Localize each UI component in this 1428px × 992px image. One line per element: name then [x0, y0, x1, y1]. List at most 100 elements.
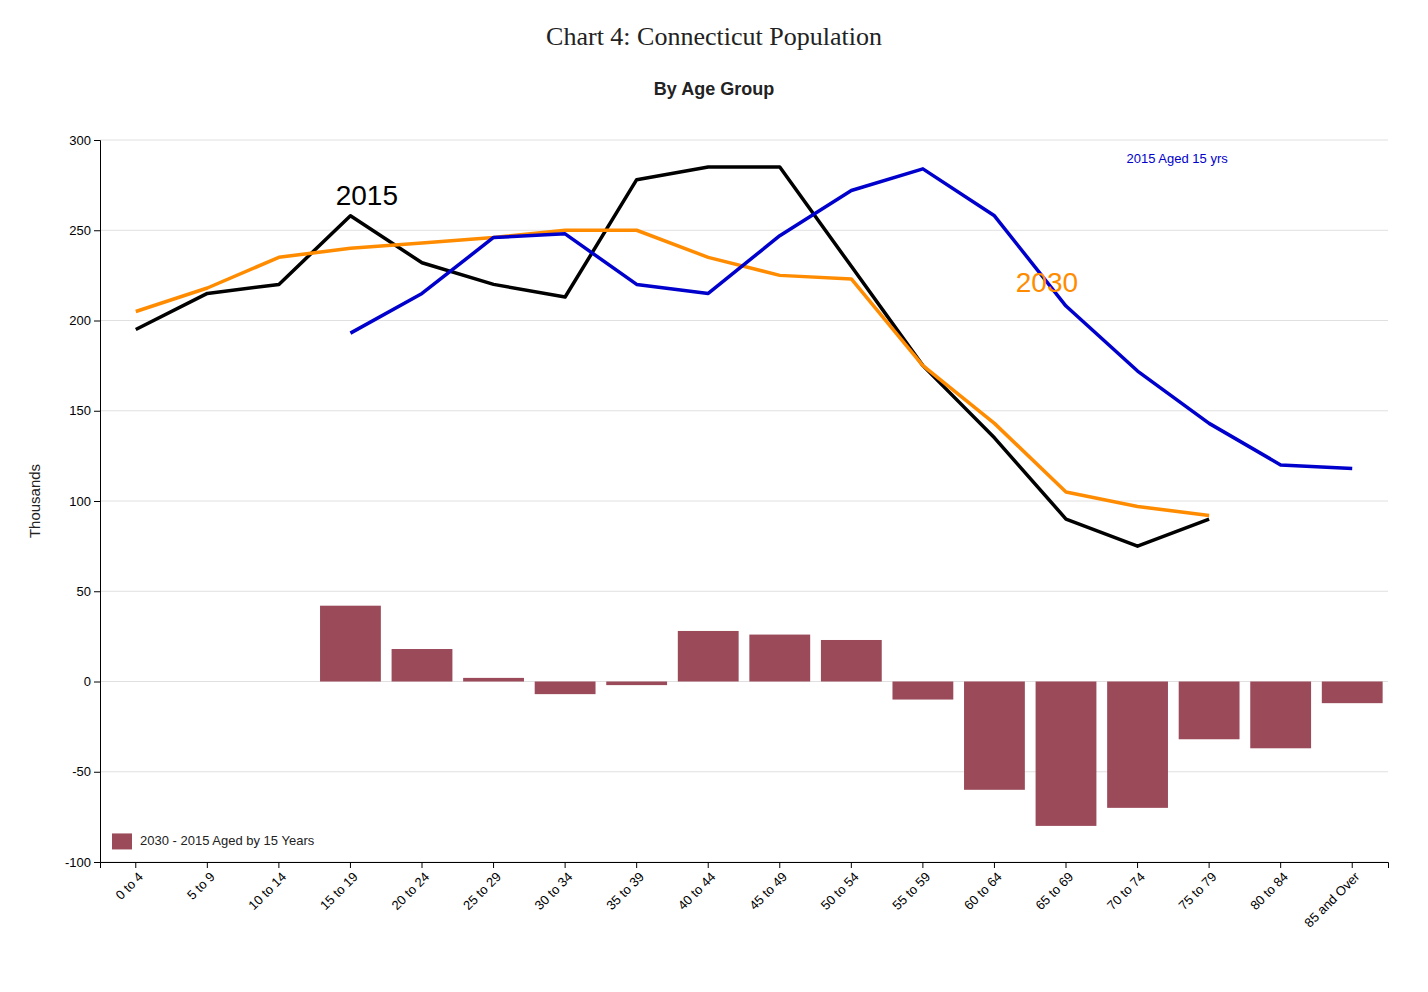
tick-label: -50 — [72, 764, 91, 779]
tick-label: 50 to 54 — [818, 869, 862, 913]
bar — [749, 635, 810, 682]
tick-mark — [94, 140, 100, 141]
grid-line — [100, 320, 1388, 321]
tick-label: 55 to 59 — [889, 869, 933, 913]
legend-swatch — [112, 833, 132, 849]
y-tick: 50 — [77, 584, 100, 599]
marks — [136, 167, 1383, 826]
legend: 2030 - 2015 Aged by 15 Years — [112, 833, 315, 850]
grid — [100, 140, 1388, 862]
tick-mark — [94, 591, 100, 592]
title: Chart 4: Connecticut Population — [546, 22, 882, 51]
tick-label: 80 to 84 — [1247, 869, 1291, 913]
bar — [535, 682, 596, 695]
y-tick: -100 — [65, 855, 100, 870]
bar — [1250, 682, 1311, 749]
tick-mark — [94, 230, 100, 231]
line-label: 2015 — [336, 180, 398, 211]
grid-line — [100, 501, 1388, 502]
tick-mark — [1137, 862, 1138, 868]
legend-label: 2030 - 2015 Aged by 15 Years — [140, 833, 315, 848]
tick-label: 60 to 64 — [961, 869, 1005, 913]
tick-label: 250 — [69, 223, 91, 238]
bar — [964, 682, 1025, 790]
x-tick: 60 to 64 — [961, 862, 1005, 913]
x-tick: 20 to 24 — [388, 862, 432, 913]
y-tick: 250 — [69, 223, 100, 238]
tick-label: 40 to 44 — [675, 869, 719, 913]
tick-label: 10 to 14 — [245, 869, 289, 913]
tick-mark — [636, 862, 637, 868]
bar — [1107, 682, 1168, 808]
grid-line — [100, 771, 1388, 772]
tick-mark — [94, 321, 100, 322]
tick-label: 85 and Over — [1301, 869, 1363, 931]
legend-item: 2030 - 2015 Aged by 15 Years — [112, 833, 315, 850]
line — [350, 169, 1352, 469]
tick-mark — [94, 501, 100, 502]
x-tick: 55 to 59 — [889, 862, 933, 913]
plot-area: -100 -50 0 50 100 150 200 250 300 0 to 4 5 to 9 10 … — [65, 133, 1389, 931]
tick-mark — [922, 862, 923, 868]
tick-mark — [207, 862, 208, 868]
tick-mark — [851, 862, 852, 868]
x-axis: 0 to 45 to 910 to 1415 to 1920 to 2425 t… — [101, 862, 1389, 930]
line-label: 2030 — [1016, 267, 1078, 298]
bar — [678, 631, 739, 682]
tick-label: 20 to 24 — [388, 869, 432, 913]
tick-label: 100 — [69, 494, 91, 509]
tick-label: 30 to 34 — [532, 869, 576, 913]
x-tick: 0 to 4 — [112, 862, 146, 903]
line-label: 2015 Aged 15 yrs — [1127, 151, 1229, 166]
tick-label: 0 — [84, 674, 91, 689]
x-tick: 5 to 9 — [184, 862, 218, 903]
x-tick: 10 to 14 — [245, 862, 289, 913]
tick-label: 70 to 74 — [1104, 869, 1148, 913]
x-tick: 35 to 39 — [603, 862, 647, 913]
y-tick: 300 — [69, 133, 100, 148]
bar — [320, 606, 381, 682]
x-tick: 45 to 49 — [746, 862, 790, 913]
y-tick: 150 — [69, 403, 100, 418]
y-tick: -50 — [72, 764, 100, 779]
bar — [1322, 682, 1383, 704]
tick-label: 75 to 79 — [1176, 869, 1220, 913]
grid-line — [100, 230, 1388, 231]
tick-label: 0 to 4 — [112, 869, 146, 903]
bar — [606, 682, 667, 686]
bar — [821, 640, 882, 682]
x-tick: 70 to 74 — [1104, 862, 1148, 913]
tick-mark — [94, 772, 100, 773]
grid-line — [100, 140, 1388, 141]
axis-line — [101, 863, 1389, 869]
bar — [1036, 682, 1097, 826]
line — [136, 167, 1209, 546]
x-tick: 85 and Over — [1301, 862, 1363, 930]
chart-container: Chart 4: Connecticut Population By Age Gr… — [0, 0, 1428, 992]
bar — [248, 681, 309, 682]
tick-mark — [1280, 862, 1281, 868]
bar — [177, 681, 238, 682]
tick-mark — [94, 411, 100, 412]
bar — [1179, 682, 1240, 740]
tick-mark — [565, 862, 566, 868]
grid-line — [100, 591, 1388, 592]
line — [136, 230, 1209, 515]
chart-svg: Chart 4: Connecticut Population By Age Gr… — [0, 0, 1428, 992]
x-tick: 25 to 29 — [460, 862, 504, 913]
tick-mark — [278, 862, 279, 868]
tick-mark — [422, 862, 423, 868]
x-tick: 40 to 44 — [675, 862, 719, 913]
subtitle: By Age Group — [654, 79, 774, 99]
x-tick: 30 to 34 — [532, 862, 576, 913]
y-tick: 100 — [69, 494, 100, 509]
axis-line — [94, 141, 101, 863]
tick-label: 65 to 69 — [1032, 869, 1076, 913]
tick-mark — [1066, 862, 1067, 868]
tick-label: 200 — [69, 313, 91, 328]
tick-label: 50 — [77, 584, 91, 599]
x-tick: 50 to 54 — [818, 862, 862, 913]
tick-label: 45 to 49 — [746, 869, 790, 913]
bar — [105, 681, 166, 682]
bar-series — [320, 606, 1383, 826]
